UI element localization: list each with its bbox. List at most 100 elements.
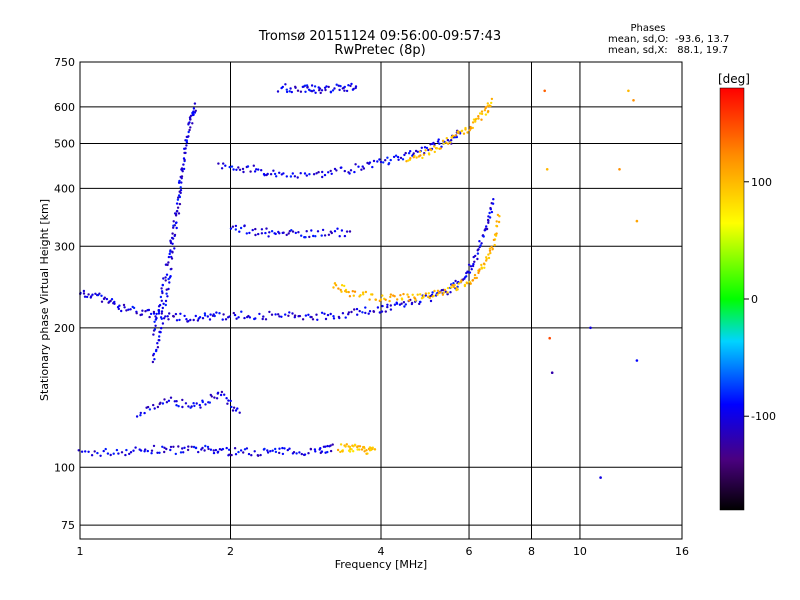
- data-point: [223, 393, 226, 396]
- data-point: [198, 403, 201, 407]
- data-point: [175, 404, 178, 407]
- data-point: [123, 306, 126, 309]
- data-point: [269, 450, 272, 453]
- data-point: [174, 452, 177, 456]
- data-point: [310, 84, 314, 87]
- x-tick-label: 10: [573, 545, 587, 558]
- x-tick-label: 6: [466, 545, 473, 558]
- data-point: [122, 303, 126, 307]
- data-point: [454, 134, 457, 137]
- data-point: [225, 446, 228, 450]
- data-point: [300, 452, 303, 456]
- data-point: [153, 358, 156, 361]
- data-point: [154, 324, 157, 327]
- data-point: [298, 451, 301, 454]
- data-point: [270, 230, 274, 233]
- data-point: [493, 243, 496, 247]
- data-point: [266, 451, 270, 454]
- data-point: [349, 169, 353, 172]
- data-point: [334, 284, 338, 287]
- data-point: [77, 449, 80, 452]
- grid-lines: [80, 62, 682, 539]
- data-point: [393, 303, 397, 306]
- data-point: [306, 85, 309, 89]
- data-point: [449, 141, 452, 144]
- data-point: [352, 294, 355, 297]
- data-point: [117, 452, 120, 455]
- data-point: [82, 292, 86, 295]
- data-point: [343, 284, 346, 288]
- data-point: [410, 302, 414, 306]
- data-point: [480, 118, 483, 121]
- data-point: [175, 221, 178, 224]
- data-point: [254, 227, 257, 231]
- colorbar-label: [deg]: [718, 72, 750, 86]
- data-point: [184, 402, 188, 405]
- data-point: [241, 167, 245, 171]
- data-point: [278, 315, 281, 318]
- data-point: [339, 84, 342, 88]
- data-point: [474, 254, 477, 258]
- data-point: [361, 291, 365, 294]
- data-point: [118, 304, 121, 307]
- y-tick-label: 100: [54, 461, 75, 474]
- data-point: [185, 141, 189, 144]
- data-point: [312, 173, 316, 176]
- data-point: [436, 140, 440, 143]
- data-point: [445, 141, 448, 144]
- data-point: [468, 271, 472, 274]
- data-point: [424, 149, 427, 152]
- data-point: [368, 310, 372, 313]
- data-point: [176, 206, 180, 209]
- data-point: [352, 450, 355, 453]
- data-point: [350, 310, 353, 314]
- data-point: [321, 228, 325, 232]
- data-point: [201, 446, 204, 450]
- data-point: [243, 316, 246, 320]
- data-point: [419, 300, 422, 304]
- data-point: [134, 446, 137, 449]
- data-point: [414, 299, 417, 302]
- data-point: [257, 232, 260, 236]
- data-point: [317, 171, 320, 174]
- data-point: [132, 449, 135, 452]
- data-point: [467, 263, 471, 266]
- data-point: [479, 244, 482, 247]
- data-point: [162, 317, 166, 320]
- data-point: [345, 230, 349, 233]
- data-point: [173, 234, 176, 238]
- data-point: [432, 294, 435, 298]
- data-point: [335, 169, 338, 172]
- data-point: [237, 316, 240, 319]
- data-point: [120, 309, 123, 313]
- outlier-point: [543, 89, 546, 93]
- data-point: [447, 142, 450, 145]
- data-point: [104, 447, 107, 451]
- data-point: [237, 166, 240, 169]
- data-point: [371, 293, 374, 296]
- data-point: [110, 298, 114, 301]
- data-point: [129, 451, 133, 454]
- data-point: [300, 234, 303, 237]
- data-point: [443, 288, 447, 292]
- data-point: [358, 448, 361, 451]
- data-point: [438, 142, 441, 145]
- data-point: [148, 315, 151, 319]
- data-point: [446, 291, 449, 294]
- data-point: [348, 445, 352, 449]
- data-point: [482, 235, 485, 238]
- data-point: [147, 308, 151, 312]
- data-point: [436, 293, 439, 296]
- data-point: [303, 172, 307, 175]
- data-point: [407, 152, 411, 155]
- data-point: [489, 251, 492, 255]
- data-point: [379, 160, 383, 164]
- data-point: [191, 122, 194, 125]
- data-point: [494, 234, 498, 237]
- data-point: [228, 165, 231, 169]
- data-point: [343, 89, 346, 92]
- data-point: [299, 90, 303, 93]
- data-point: [491, 247, 494, 250]
- x-tick-label: 16: [675, 545, 689, 558]
- data-point: [331, 443, 334, 446]
